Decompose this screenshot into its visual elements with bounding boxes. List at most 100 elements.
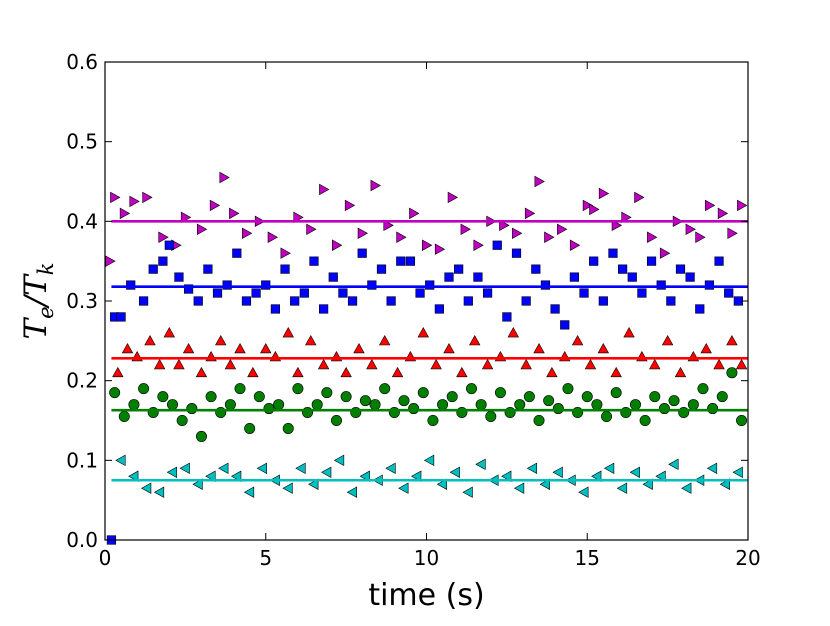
y-tick-label: 0.4 [66,209,98,233]
data-point [434,304,444,314]
series-group [105,171,748,267]
data-point [707,403,719,415]
data-point [128,470,139,482]
data-point [571,335,584,346]
data-point [533,342,545,354]
mean-lines-layer [111,220,748,482]
data-point [661,335,674,346]
data-point [229,207,240,220]
data-point [512,227,523,239]
data-point [526,462,538,475]
x-tick-label: 15 [575,546,600,570]
data-point [444,272,454,282]
data-point [140,482,152,494]
data-point [475,399,487,411]
data-point [332,239,343,251]
data-point [379,383,391,395]
data-point [253,391,265,403]
data-point [411,470,422,482]
data-point [422,239,433,251]
data-point [409,207,420,220]
data-point [550,304,560,314]
data-point [396,231,407,243]
data-point [290,296,300,306]
data-point [578,486,589,498]
data-point [589,256,599,266]
data-point [499,219,510,232]
data-point [270,304,280,314]
data-point [340,366,352,378]
data-point [655,470,666,482]
data-point [513,482,525,494]
data-point [119,207,131,220]
data-point [128,399,140,411]
data-point [687,399,699,411]
data-point [251,288,261,298]
x-tick-label: 20 [735,546,760,570]
data-point [282,422,294,434]
y-label-sub-1: e [34,306,58,318]
data-point [378,335,391,346]
data-point [581,391,593,403]
data-point [591,470,602,482]
data-point [668,395,680,407]
series-group [110,240,743,330]
data-point [321,387,333,399]
data-point [611,219,623,232]
data-point [182,342,195,354]
data-point [524,207,536,220]
data-point [386,296,396,306]
data-point [430,358,442,370]
data-point [436,478,448,490]
data-point [659,247,671,259]
data-point [340,391,352,403]
data-point [719,478,730,490]
data-point [105,255,116,267]
data-point [328,272,338,282]
data-point [219,171,230,184]
data-point [212,288,223,298]
data-point [523,391,535,403]
data-point [552,403,564,415]
y-label-main-2: T [18,273,54,296]
data-point [247,366,259,378]
data-point [183,284,194,294]
y-tick-label: 0.3 [66,289,98,313]
data-point [391,366,404,378]
data-point [675,264,686,274]
data-point [539,478,550,490]
data-point [726,367,738,379]
data-point [353,342,365,354]
data-point [144,335,156,346]
y-axis-ticks: 0.0 0.1 0.2 0.3 0.4 0.5 0.6 [66,50,748,552]
data-point [385,462,396,475]
data-point [616,482,628,494]
data-point [674,366,687,378]
data-point [454,264,464,274]
data-point [344,199,356,212]
data-point [437,399,449,411]
y-axis-label: Te/Tk [18,263,58,340]
data-point [370,179,381,192]
data-point [647,231,658,243]
data-point [608,248,618,258]
data-point [309,256,319,266]
data-point [319,304,329,314]
data-point [195,366,208,378]
data-point [110,191,121,204]
data-point [514,399,526,411]
data-point [383,219,394,232]
data-point [263,403,275,415]
data-point [153,358,166,370]
data-point [261,280,271,290]
data-point [534,175,545,188]
data-point [704,280,715,290]
data-point [560,320,570,330]
data-point [359,470,370,482]
data-point [398,482,409,494]
x-tick-label: 10 [414,546,439,570]
data-point [243,486,255,498]
data-point [369,399,381,411]
data-point [305,335,317,346]
data-point [232,248,242,258]
